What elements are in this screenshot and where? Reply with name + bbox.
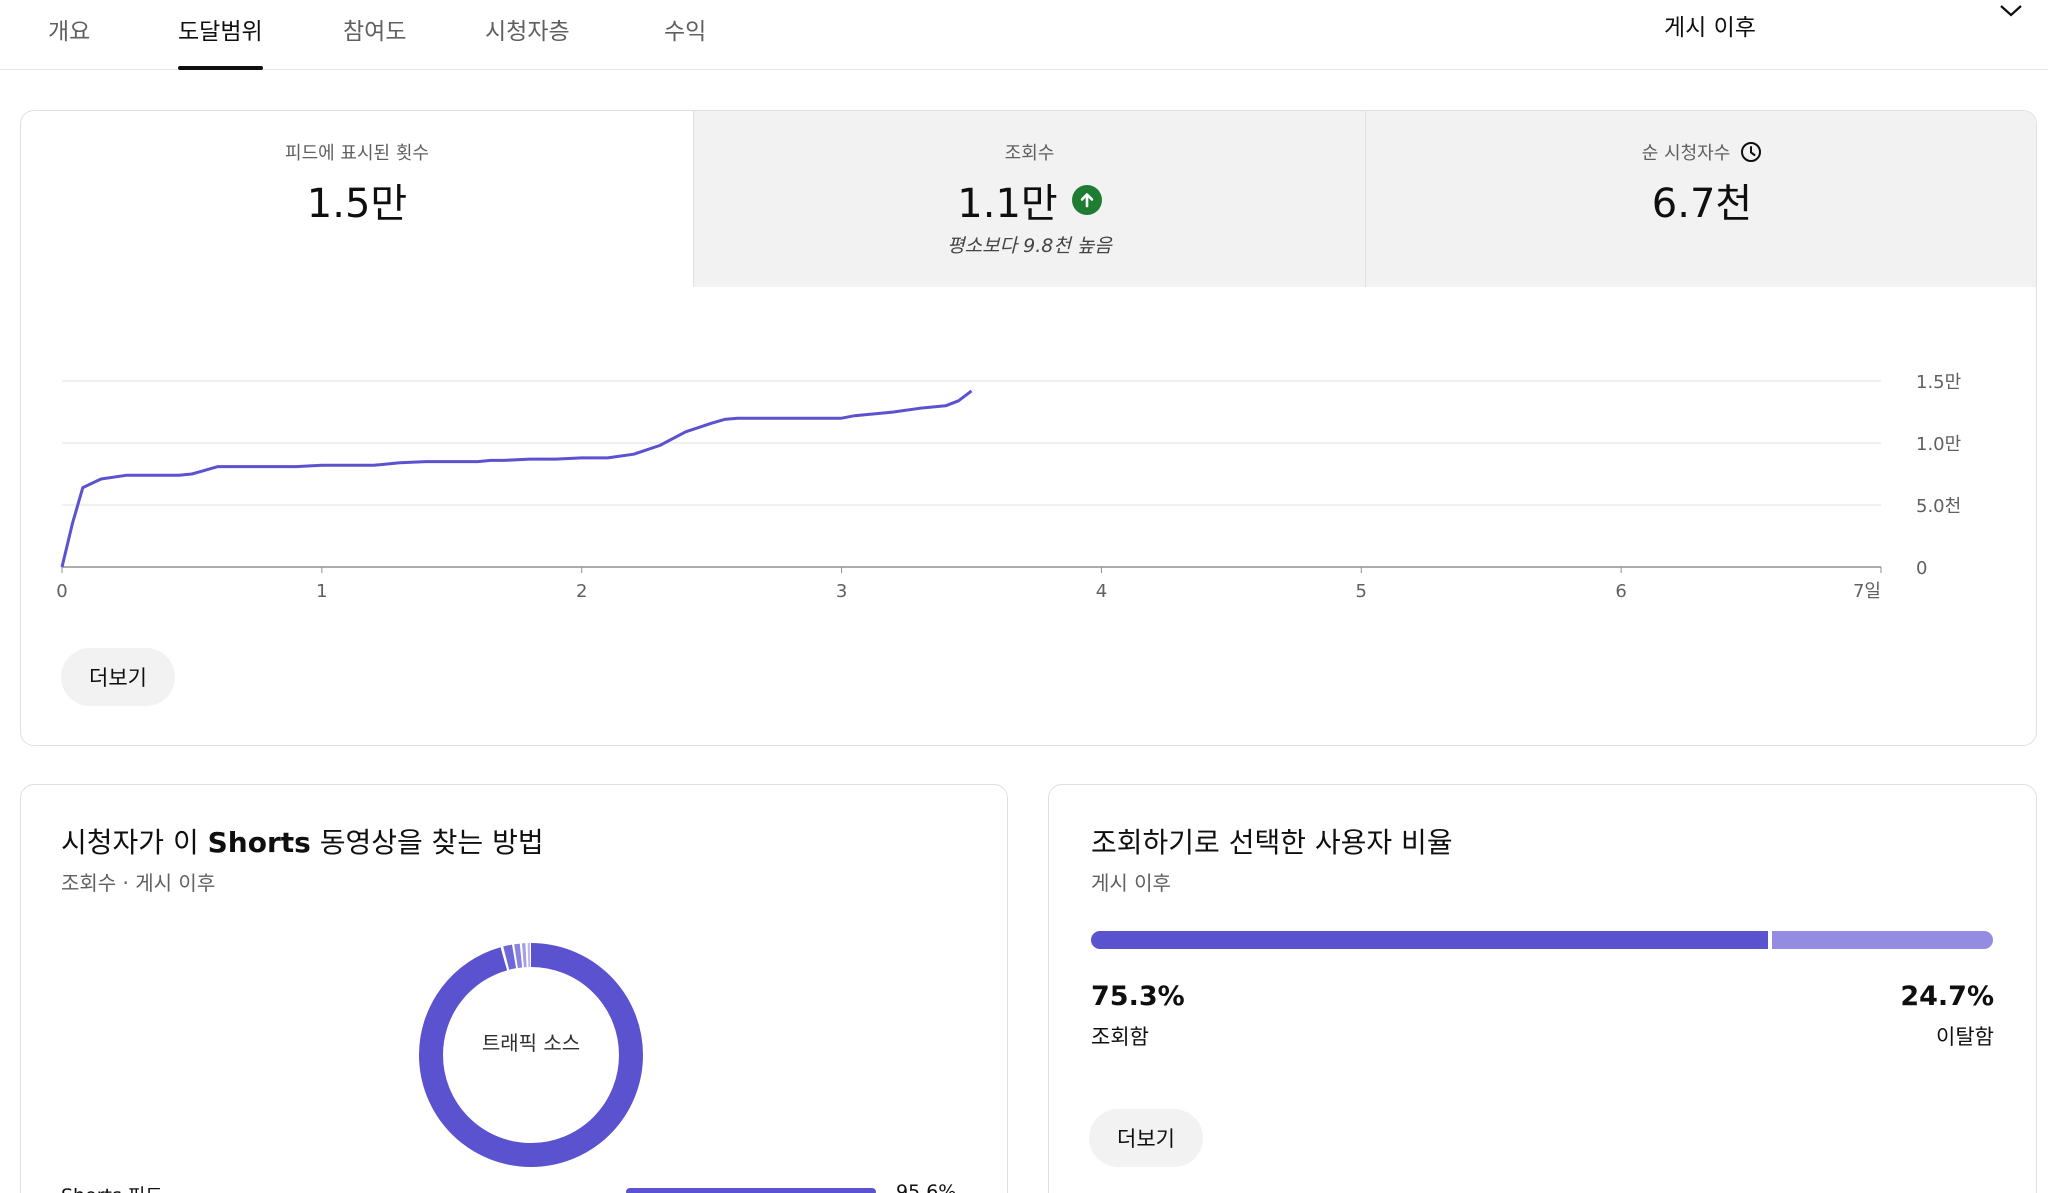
x-tick-label: 7일 (1853, 581, 1881, 602)
donut-segment-main[interactable] (419, 943, 643, 1167)
left-percentage: 24.7% (1900, 981, 1994, 1012)
tab-reach[interactable]: 도달범위 (178, 12, 263, 70)
card-subtitle: 조회수 · 게시 이후 (61, 871, 216, 895)
donut-center-label: 트래픽 소스 (481, 1031, 581, 1055)
metric-unique-viewers[interactable]: 순 시청자수 6.7천 (1365, 111, 2036, 287)
traffic-row-value: 95.6% (896, 1181, 957, 1193)
tab-overview[interactable]: 개요 (48, 19, 91, 45)
views-series-line[interactable] (60, 389, 973, 568)
chevron-down-icon[interactable] (1998, 2, 2024, 20)
tab-bar: 개요 도달범위 참여도 시청자층 수익 게시 이후 (0, 0, 2048, 70)
tab-audience[interactable]: 시청자층 (485, 19, 570, 45)
tab-revenue[interactable]: 수익 (664, 19, 707, 45)
x-tick-label: 4 (1096, 581, 1107, 602)
traffic-source-card: 시청자가 이 Shorts 동영상을 찾는 방법 조회수 · 게시 이후 트래픽… (20, 784, 1008, 1193)
metric-views[interactable]: 조회수 1.1만 평소보다 9.8천 높음 (693, 111, 1365, 287)
viewed-label: 조회함 (1091, 1025, 1149, 1049)
metric-label: 피드에 표시된 횟수 (285, 143, 429, 164)
reach-line-chart: 0 5.0천 1.0만 1.5만 0 1 2 3 4 5 6 7일 (56, 372, 1961, 602)
ratio-bar-viewed (1091, 931, 1769, 949)
period-selector[interactable]: 게시 이후 (1664, 15, 1756, 41)
y-tick-label: 1.0만 (1916, 434, 1961, 455)
reach-more-button[interactable]: 더보기 (61, 648, 175, 706)
x-tick-label: 6 (1615, 581, 1626, 602)
metric-value: 6.7천 (1651, 181, 1753, 227)
x-tick-label: 0 (56, 581, 67, 602)
ratio-more-button[interactable]: 더보기 (1089, 1109, 1203, 1167)
view-ratio-card: 조회하기로 선택한 사용자 비율 게시 이후 75.3% 조회함 24.7% 이… (1048, 784, 2037, 1193)
clock-icon[interactable] (1740, 141, 1762, 163)
y-tick-label: 1.5만 (1916, 372, 1961, 393)
metric-value: 1.5만 (306, 181, 408, 227)
traffic-row-label: Shorts 피드 (61, 1181, 163, 1193)
tab-engagement[interactable]: 참여도 (343, 19, 407, 45)
viewed-percentage: 75.3% (1091, 981, 1185, 1012)
left-label: 이탈함 (1936, 1025, 1994, 1049)
metric-impressions[interactable]: 피드에 표시된 횟수 1.5만 (21, 111, 693, 287)
reach-card: 피드에 표시된 횟수 1.5만 조회수 1.1만 평소보다 9.8천 높음 순 … (20, 110, 2037, 746)
metric-comparison-note: 평소보다 9.8천 높음 (947, 235, 1112, 257)
traffic-row-bar (626, 1188, 876, 1193)
x-tick-label: 1 (316, 581, 327, 602)
metric-value: 1.1만 (957, 181, 1058, 227)
y-tick-label: 0 (1916, 558, 1927, 579)
card-title: 시청자가 이 Shorts 동영상을 찾는 방법 (61, 826, 544, 859)
ratio-bar (1091, 931, 1993, 949)
arrow-up-icon (1071, 185, 1102, 215)
x-tick-label: 3 (836, 581, 847, 602)
x-tick-label: 5 (1356, 581, 1367, 602)
metric-label: 조회수 (1004, 143, 1055, 164)
card-subtitle: 게시 이후 (1091, 871, 1171, 895)
ratio-bar-left (1772, 931, 1993, 949)
card-title: 조회하기로 선택한 사용자 비율 (1091, 826, 1453, 859)
x-tick-label: 2 (576, 581, 587, 602)
traffic-donut-chart[interactable] (401, 925, 661, 1185)
y-tick-label: 5.0천 (1916, 496, 1961, 517)
metric-label: 순 시청자수 (1641, 143, 1731, 164)
